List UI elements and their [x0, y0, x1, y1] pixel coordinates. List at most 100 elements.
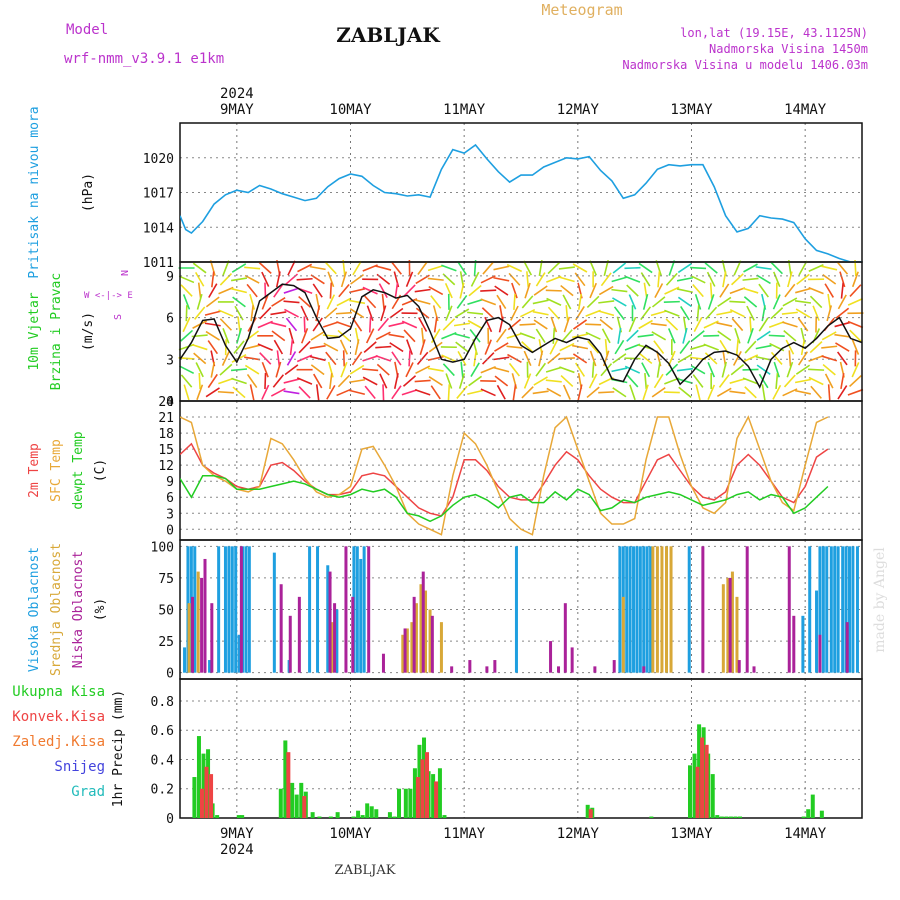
wind-barb — [283, 300, 300, 304]
wind-barb — [822, 273, 837, 285]
y-tick-label: 75 — [158, 572, 174, 587]
wind-barb — [325, 351, 337, 366]
wind-barb — [349, 378, 366, 384]
bar-mark — [818, 546, 822, 673]
wind-barb — [192, 320, 208, 329]
wind-barb — [521, 386, 534, 399]
bar-mark — [223, 546, 227, 673]
wind-barb — [185, 305, 188, 322]
bar-mark — [403, 788, 408, 818]
wind-barb — [403, 329, 416, 343]
wind-barb — [196, 384, 204, 401]
bar-mark — [415, 777, 420, 818]
bar-mark — [362, 546, 366, 673]
wind-barb — [336, 297, 352, 307]
series-group — [180, 283, 862, 389]
wind-barb — [729, 300, 746, 304]
wind-barb — [565, 305, 569, 322]
wind-barb — [368, 316, 372, 333]
wind-barb — [716, 310, 733, 316]
y-tick-label: 24 — [158, 395, 174, 410]
wind-barb — [663, 300, 680, 303]
wind-barb — [470, 271, 480, 287]
wind-barb — [572, 353, 588, 364]
wind-barb — [809, 341, 823, 354]
wind-barb — [382, 384, 385, 401]
wind-barb — [231, 263, 247, 273]
bar-mark — [193, 546, 197, 673]
wind-barb — [742, 277, 759, 281]
wind-barb — [822, 363, 836, 376]
wind-barb — [323, 342, 339, 352]
wind-barb — [401, 298, 418, 306]
meteogram-title: Meteogram — [541, 1, 622, 19]
wind-barb — [286, 351, 297, 366]
x-tick-label-bottom: 10MAY — [329, 826, 372, 842]
bar-mark — [387, 812, 392, 818]
wind-barb — [756, 330, 771, 341]
wind-barb — [552, 327, 556, 344]
wind-barb — [236, 327, 242, 344]
wind-barb — [494, 375, 509, 387]
wind-barb — [508, 272, 521, 286]
wind-barb — [298, 295, 312, 308]
wind-barb — [742, 377, 759, 385]
wind-barb — [287, 260, 296, 276]
wind-barb — [338, 283, 350, 298]
wind-barb — [276, 350, 281, 367]
wind-barb — [746, 305, 755, 321]
wind-barb — [342, 350, 346, 367]
bar-mark — [365, 803, 370, 818]
wind-barb — [758, 317, 769, 332]
y-axis-label: Grad — [71, 784, 105, 800]
bar-mark — [217, 546, 221, 673]
wind-barb — [363, 341, 377, 353]
wind-barb — [375, 331, 391, 341]
wind-barb — [761, 305, 766, 322]
wind-barb — [415, 274, 430, 285]
wind-barb — [493, 366, 510, 373]
wind-barb — [550, 316, 558, 333]
wind-barb — [326, 294, 336, 310]
model-elevation-text: Nadmorska Visina u modelu 1406.03m — [622, 58, 868, 72]
bar-mark — [392, 816, 397, 818]
bar-mark — [192, 777, 197, 818]
wind-barb — [560, 374, 574, 388]
bar-mark — [692, 753, 697, 818]
wind-barb — [456, 385, 468, 399]
wind-barb — [840, 282, 844, 299]
wind-barb — [612, 297, 627, 307]
wind-barb — [458, 373, 466, 389]
wind-barb — [513, 293, 516, 310]
wind-barb — [773, 271, 781, 288]
wind-barb — [418, 317, 428, 332]
wind-barb — [390, 261, 402, 275]
bar-mark — [833, 546, 837, 673]
station-title: ZABLJAK — [336, 23, 440, 47]
wind-barb — [756, 274, 771, 285]
wind-barb — [641, 362, 651, 378]
wind-barb — [441, 332, 457, 340]
wind-barb — [428, 286, 444, 296]
bar-mark — [200, 577, 204, 673]
wind-barb — [441, 354, 457, 363]
y-tick-label: 1020 — [143, 152, 174, 167]
wind-barb — [707, 384, 716, 400]
series-group — [180, 415, 829, 536]
wind-barb — [706, 271, 716, 287]
model-label: Model — [66, 22, 108, 38]
bar-mark — [286, 752, 291, 818]
wind-barb — [598, 310, 615, 317]
wind-barb — [758, 373, 769, 389]
bar-mark — [660, 546, 664, 673]
wind-barb — [840, 372, 845, 390]
wind-barb — [498, 316, 504, 333]
bar-mark — [359, 558, 363, 673]
wind-barb — [495, 328, 507, 343]
bar-mark — [687, 546, 691, 673]
wind-barb — [573, 319, 588, 330]
wind-barb — [180, 284, 193, 297]
wind-barb — [454, 332, 470, 339]
bar-mark — [485, 666, 489, 673]
